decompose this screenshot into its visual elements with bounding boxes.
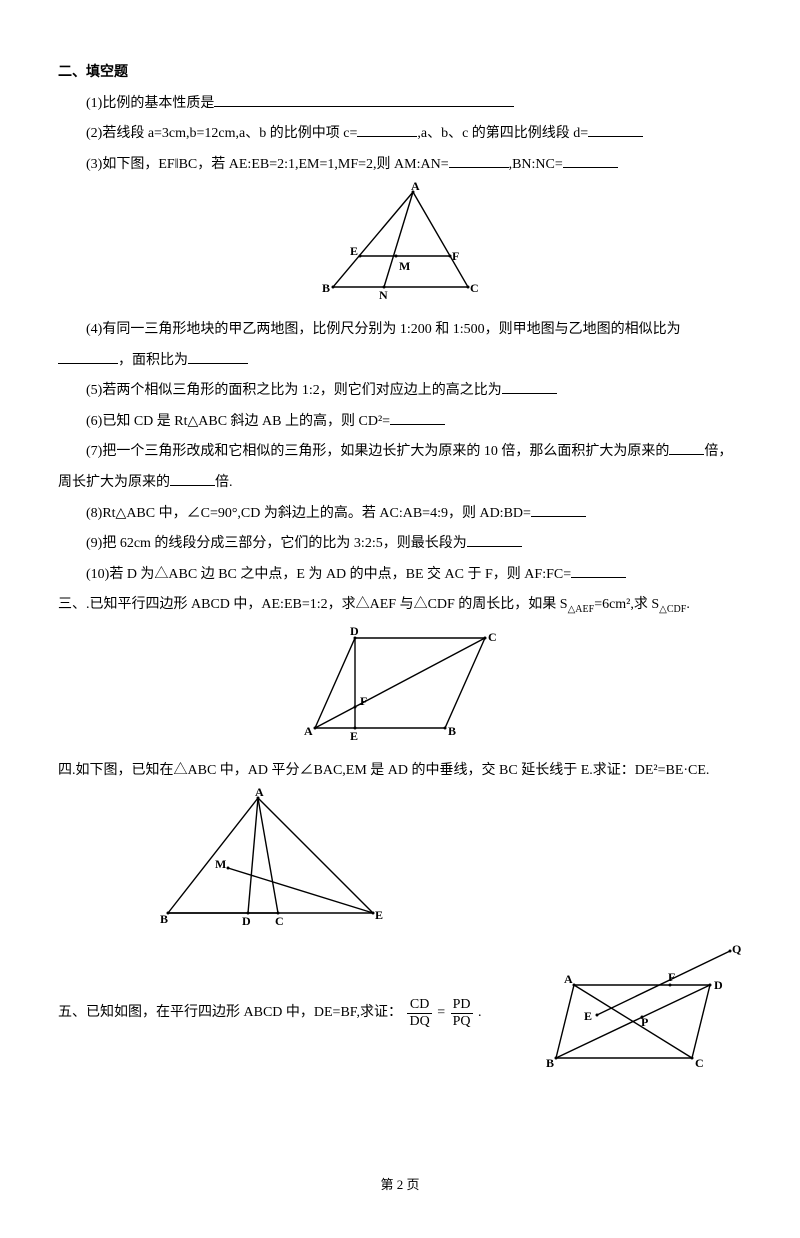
svg-text:D: D (350, 624, 359, 638)
s3-text-b: =6cm²,求 S (594, 597, 659, 612)
q8: (8)Rt△ABC 中，∠C=90°,CD 为斜边上的高。若 AC:AB=4:9… (58, 501, 742, 528)
svg-text:C: C (695, 1056, 704, 1070)
section-5-text: 五、已知如图，在平行四边形 ABCD 中，DE=BF,求证： CD DQ = P… (58, 997, 526, 1029)
blank (467, 532, 522, 547)
q8-text: (8)Rt△ABC 中，∠C=90°,CD 为斜边上的高。若 AC:AB=4:9… (86, 506, 531, 521)
q7-cont: 周长扩大为原来的 倍. (58, 470, 742, 497)
q3-text-b: ,BN:NC= (509, 157, 563, 172)
s3-text-a: 三、.已知平行四边形 ABCD 中，AE:EB=1:2，求△AEF 与△CDF … (58, 597, 568, 612)
eq-sign: = (437, 1005, 445, 1020)
blank (214, 92, 514, 107)
s3-sub1: △AEF (568, 604, 595, 615)
q2-text-b: ,a、b、c 的第四比例线段 d= (417, 126, 588, 141)
q2: (2)若线段 a=3cm,b=12cm,a、b 的比例中项 c= ,a、b、c 的… (58, 121, 742, 148)
q1-text: (1)比例的基本性质是 (86, 96, 214, 111)
q6: (6)已知 CD 是 Rt△ABC 斜边 AB 上的高，则 CD²= (58, 409, 742, 436)
triangle-diagram-icon: A E F M B N C (318, 182, 483, 302)
svg-text:C: C (275, 914, 284, 928)
frac1-den: DQ (407, 1014, 431, 1029)
q7-text-b: 倍， (704, 444, 732, 459)
page-number: 第 2 页 (58, 1173, 742, 1198)
section-2-title: 二、填空题 (58, 60, 742, 87)
fraction-1: CD DQ (407, 997, 431, 1029)
svg-text:E: E (350, 244, 358, 258)
svg-text:D: D (242, 914, 251, 928)
blank (58, 349, 118, 364)
svg-text:D: D (714, 978, 723, 992)
q10: (10)若 D 为△ABC 边 BC 之中点，E 为 AD 的中点，BE 交 A… (58, 562, 742, 589)
q7: (7)把一个三角形改成和它相似的三角形，如果边长扩大为原来的 10 倍，那么面积… (58, 439, 742, 466)
q3-text-a: (3)如下图，EF‖BC，若 AE:EB=2:1,EM=1,MF=2,则 AM:… (86, 157, 449, 172)
svg-text:F: F (360, 694, 367, 708)
q4-text-a: (4)有同一三角形地块的甲乙两地图，比例尺分别为 1:200 和 1:500，则… (86, 322, 681, 337)
page-content: 二、填空题 (1)比例的基本性质是 (2)若线段 a=3cm,b=12cm,a、… (0, 0, 800, 1238)
figure-s3: D C F A E B (58, 623, 742, 754)
section-3: 三、.已知平行四边形 ABCD 中，AE:EB=1:2，求△AEF 与△CDF … (58, 592, 742, 619)
q4-cont: ，面积比为 (58, 348, 742, 375)
svg-text:A: A (255, 788, 264, 799)
parallelogram-proof-diagram-icon: Q A F D E P B C (542, 943, 742, 1073)
figure-q3: A E F M B N C (58, 182, 742, 313)
svg-text:F: F (668, 970, 675, 984)
blank (449, 153, 509, 168)
blank (669, 440, 704, 455)
section-5-row: 五、已知如图，在平行四边形 ABCD 中，DE=BF,求证： CD DQ = P… (58, 943, 742, 1084)
q6-text: (6)已知 CD 是 Rt△ABC 斜边 AB 上的高，则 CD²= (86, 414, 390, 429)
svg-text:B: B (160, 912, 168, 926)
triangle-bisector-diagram-icon: A M B D C E (158, 788, 388, 928)
blank (531, 502, 586, 517)
blank (170, 471, 215, 486)
svg-text:E: E (584, 1009, 592, 1023)
q5-text: (5)若两个相似三角形的面积之比为 1:2，则它们对应边上的高之比为 (86, 383, 502, 398)
svg-text:M: M (399, 259, 410, 273)
fraction-2: PD PQ (451, 997, 473, 1029)
q4-text-b: ，面积比为 (118, 353, 188, 368)
svg-text:F: F (452, 249, 459, 263)
blank (588, 122, 643, 137)
svg-text:A: A (564, 972, 573, 986)
blank (563, 153, 618, 168)
blank (390, 410, 445, 425)
s3-sub2: △CDF (659, 604, 686, 615)
figure-s5: Q A F D E P B C (542, 943, 742, 1084)
q7-text-c: 周长扩大为原来的 (58, 475, 170, 490)
q5: (5)若两个相似三角形的面积之比为 1:2，则它们对应边上的高之比为 (58, 378, 742, 405)
svg-text:C: C (488, 630, 497, 644)
svg-text:B: B (546, 1056, 554, 1070)
blank (502, 379, 557, 394)
blank (357, 122, 417, 137)
q9-text: (9)把 62cm 的线段分成三部分，它们的比为 3:2:5，则最长段为 (86, 536, 467, 551)
frac2-den: PQ (451, 1014, 473, 1029)
frac2-num: PD (451, 997, 473, 1013)
svg-text:C: C (470, 281, 479, 295)
q2-text-a: (2)若线段 a=3cm,b=12cm,a、b 的比例中项 c= (86, 126, 357, 141)
q10-text: (10)若 D 为△ABC 边 BC 之中点，E 为 AD 的中点，BE 交 A… (86, 567, 571, 582)
q7-text-a: (7)把一个三角形改成和它相似的三角形，如果边长扩大为原来的 10 倍，那么面积… (86, 444, 669, 459)
blank (571, 563, 626, 578)
svg-text:B: B (448, 724, 456, 738)
svg-text:B: B (322, 281, 330, 295)
svg-text:N: N (379, 288, 388, 302)
svg-text:A: A (304, 724, 313, 738)
q4: (4)有同一三角形地块的甲乙两地图，比例尺分别为 1:200 和 1:500，则… (58, 317, 742, 344)
s3-text-c: . (686, 597, 690, 612)
q7-text-d: 倍. (215, 475, 233, 490)
figure-s4: A M B D C E (58, 788, 742, 939)
parallelogram-diagram-icon: D C F A E B (300, 623, 500, 743)
svg-text:E: E (375, 908, 383, 922)
svg-text:Q: Q (732, 943, 741, 956)
q3: (3)如下图，EF‖BC，若 AE:EB=2:1,EM=1,MF=2,则 AM:… (58, 152, 742, 179)
s4-text: 四.如下图，已知在△ABC 中，AD 平分∠BAC,EM 是 AD 的中垂线，交… (58, 763, 709, 778)
q9: (9)把 62cm 的线段分成三部分，它们的比为 3:2:5，则最长段为 (58, 531, 742, 558)
blank (188, 349, 248, 364)
svg-text:M: M (215, 857, 226, 871)
svg-text:E: E (350, 729, 358, 743)
s5-text-a: 五、已知如图，在平行四边形 ABCD 中，DE=BF,求证： (58, 1005, 402, 1020)
frac1-num: CD (407, 997, 431, 1013)
section-4: 四.如下图，已知在△ABC 中，AD 平分∠BAC,EM 是 AD 的中垂线，交… (58, 758, 742, 785)
q1: (1)比例的基本性质是 (58, 91, 742, 118)
s5-text-b: . (478, 1005, 482, 1020)
